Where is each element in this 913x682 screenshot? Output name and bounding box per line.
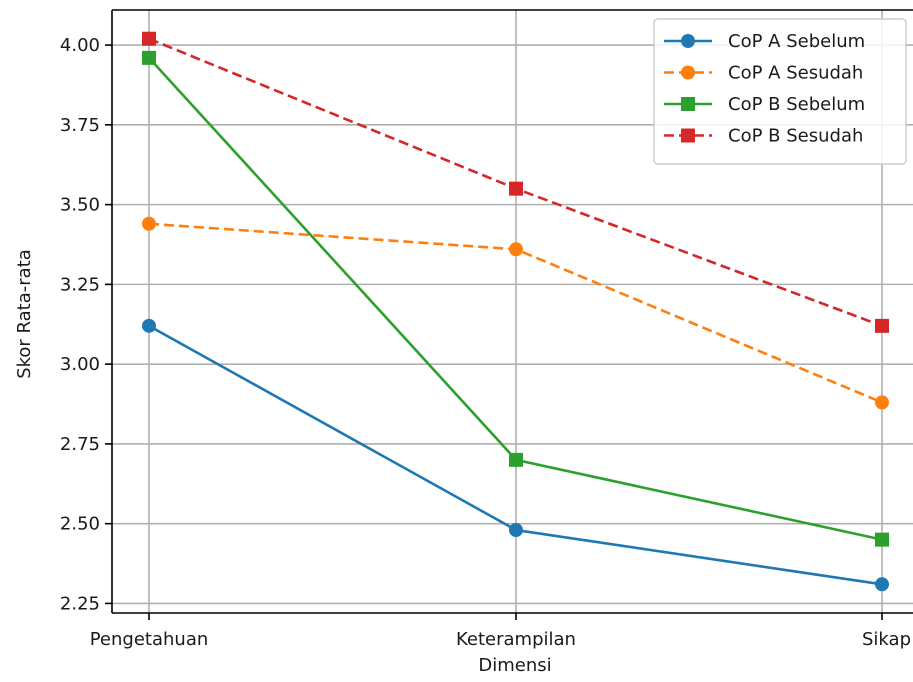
y-tick-label: 4.00 — [60, 35, 100, 56]
data-point — [509, 242, 523, 256]
y-ticks: 2.25 2.50 2.75 3.00 3.25 3.50 3.75 4.00 — [60, 35, 112, 614]
y-tick-label: 2.25 — [60, 593, 100, 614]
data-point — [142, 319, 156, 333]
data-point — [142, 51, 156, 65]
legend-label: CoP B Sesudah — [728, 126, 863, 147]
legend-label: CoP A Sebelum — [728, 31, 865, 52]
data-point — [875, 533, 889, 547]
legend-marker — [681, 129, 695, 143]
legend-marker — [681, 34, 695, 48]
legend-marker — [681, 97, 695, 111]
y-tick-label: 3.50 — [60, 195, 100, 216]
y-tick-label: 2.50 — [60, 514, 100, 535]
data-point — [509, 523, 523, 537]
legend-marker — [681, 66, 695, 80]
legend: CoP A Sebelum CoP A Sesudah CoP B Sebelum C… — [654, 19, 906, 164]
data-point — [142, 217, 156, 231]
y-tick-label: 3.00 — [60, 354, 100, 375]
data-point — [875, 577, 889, 591]
data-point — [509, 182, 523, 196]
data-point — [875, 319, 889, 333]
y-tick-label: 2.75 — [60, 434, 100, 455]
y-axis-label: Skor Rata-rata — [14, 249, 35, 379]
data-point — [875, 395, 889, 409]
y-tick-label: 3.75 — [60, 115, 100, 136]
data-point — [509, 453, 523, 467]
x-ticks: Pengetahuan Keterampilan Sikap — [90, 613, 911, 650]
y-tick-label: 3.25 — [60, 274, 100, 295]
x-tick-label: Keterampilan — [456, 629, 576, 650]
legend-label: CoP A Sesudah — [728, 63, 863, 84]
x-axis-label: Dimensi — [478, 655, 551, 676]
data-point — [142, 32, 156, 46]
legend-label: CoP B Sebelum — [728, 94, 865, 115]
x-tick-label: Sikap — [862, 629, 911, 650]
x-tick-label: Pengetahuan — [90, 629, 209, 650]
